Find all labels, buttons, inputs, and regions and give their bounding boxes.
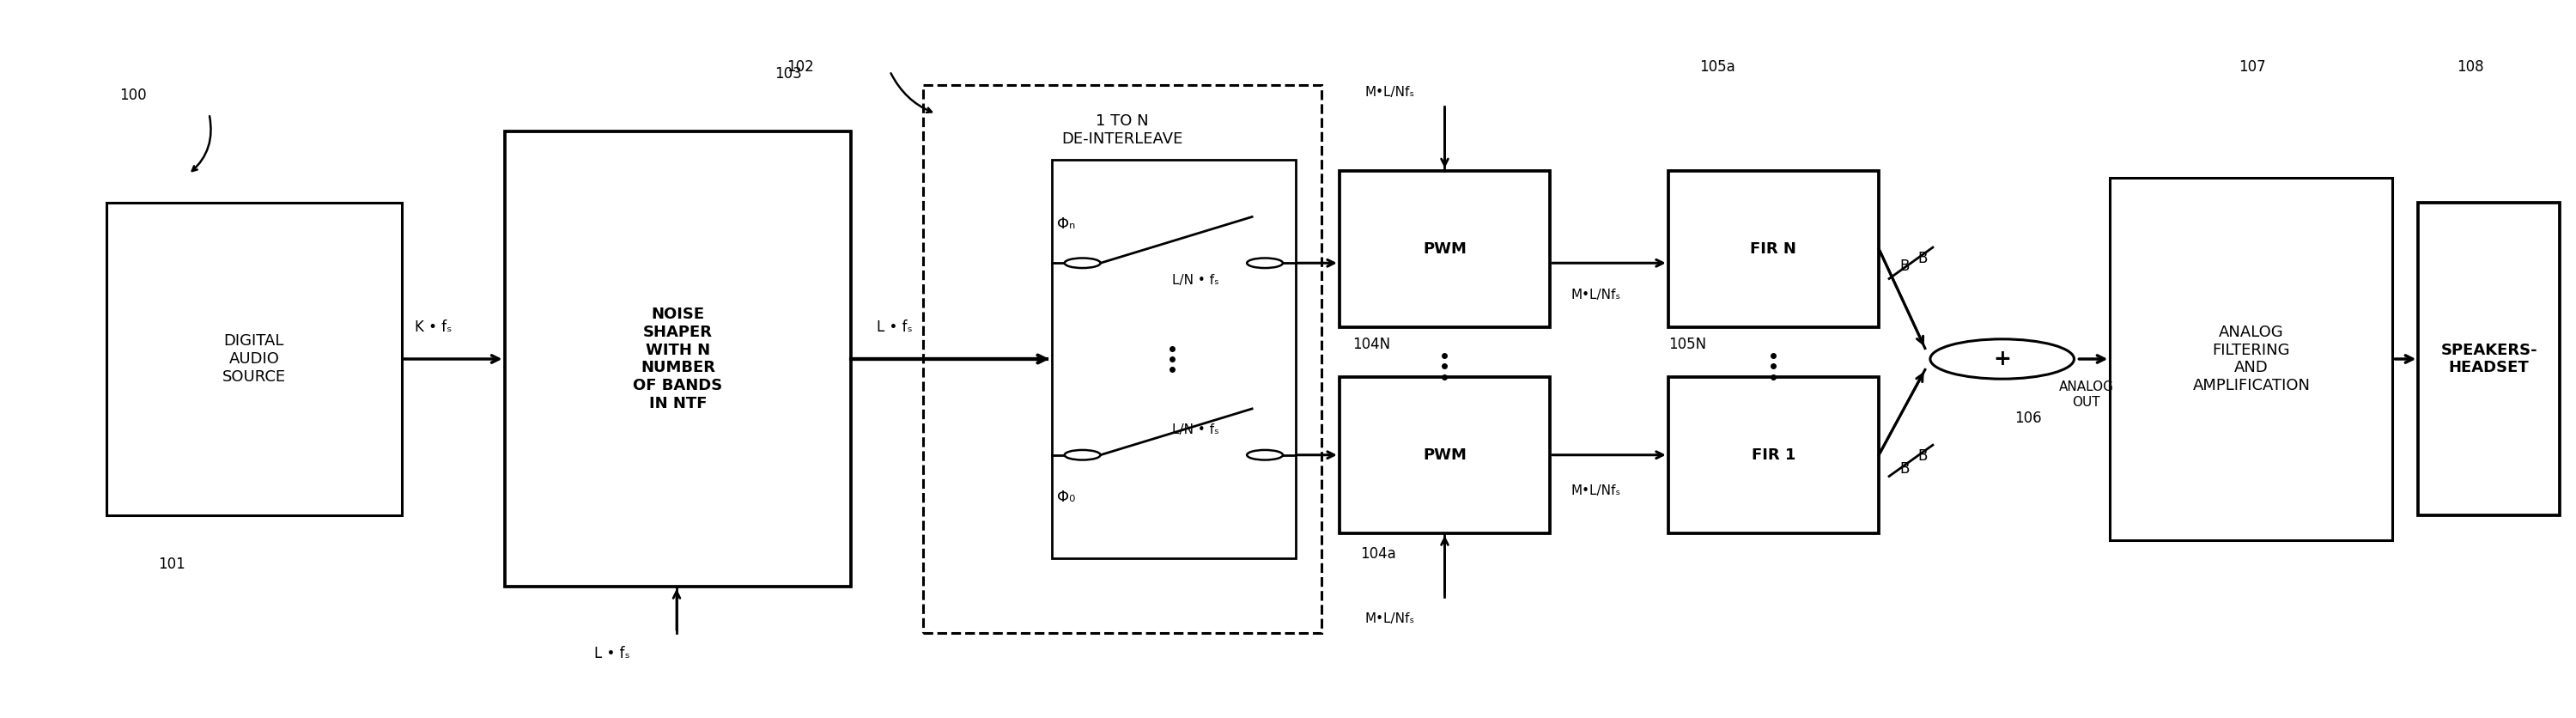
Text: B: B — [1899, 462, 1909, 477]
Text: 103: 103 — [775, 66, 801, 82]
Text: L • fₛ: L • fₛ — [876, 320, 912, 335]
Circle shape — [1247, 450, 1283, 460]
Bar — [922, 85, 1321, 633]
Bar — [2419, 202, 2561, 516]
Bar — [2110, 178, 2393, 540]
Text: 105a: 105a — [1700, 59, 1734, 75]
Bar — [1051, 160, 1296, 558]
Text: FIR N: FIR N — [1749, 241, 1795, 256]
Text: M•L/Nfₛ: M•L/Nfₛ — [1571, 484, 1620, 497]
Circle shape — [1929, 339, 2074, 379]
Text: DIGITAL
AUDIO
SOURCE: DIGITAL AUDIO SOURCE — [222, 333, 286, 385]
Text: L/N • fₛ: L/N • fₛ — [1172, 274, 1218, 287]
Text: B: B — [1917, 251, 1927, 266]
Text: 104a: 104a — [1360, 546, 1396, 561]
Text: SPEAKERS-
HEADSET: SPEAKERS- HEADSET — [2439, 342, 2537, 376]
Text: B: B — [1899, 259, 1909, 274]
Text: M•L/Nfₛ: M•L/Nfₛ — [1365, 612, 1414, 625]
Text: M•L/Nfₛ: M•L/Nfₛ — [1365, 86, 1414, 99]
Bar — [505, 131, 850, 587]
Text: NOISE
SHAPER
WITH N
NUMBER
OF BANDS
IN NTF: NOISE SHAPER WITH N NUMBER OF BANDS IN N… — [634, 307, 724, 411]
Text: K • fₛ: K • fₛ — [415, 320, 451, 335]
Bar — [1669, 171, 1878, 327]
Text: B: B — [1917, 449, 1927, 464]
Text: 100: 100 — [118, 88, 147, 103]
Circle shape — [1247, 258, 1283, 268]
Text: 104N: 104N — [1352, 337, 1391, 352]
Text: 106: 106 — [2014, 411, 2040, 426]
Bar — [106, 202, 402, 516]
Text: 108: 108 — [2458, 59, 2483, 75]
Text: L/N • fₛ: L/N • fₛ — [1172, 424, 1218, 437]
Text: PWM: PWM — [1422, 241, 1466, 256]
Bar — [1340, 171, 1551, 327]
Text: 102: 102 — [788, 59, 814, 75]
Text: ANALOG
FILTERING
AND
AMPLIFICATION: ANALOG FILTERING AND AMPLIFICATION — [2192, 325, 2311, 393]
Text: M•L/Nfₛ: M•L/Nfₛ — [1571, 289, 1620, 302]
Bar — [1669, 377, 1878, 533]
Text: +: + — [1994, 349, 2012, 369]
Bar — [1340, 377, 1551, 533]
Circle shape — [1064, 258, 1100, 268]
Text: FIR 1: FIR 1 — [1752, 447, 1795, 462]
Text: 105N: 105N — [1669, 337, 1705, 352]
Text: 107: 107 — [2239, 59, 2267, 75]
Text: ANALOG
OUT: ANALOG OUT — [2058, 381, 2112, 409]
Circle shape — [1064, 450, 1100, 460]
Text: 1 TO N
DE-INTERLEAVE: 1 TO N DE-INTERLEAVE — [1061, 113, 1182, 147]
Text: L • fₛ: L • fₛ — [595, 646, 631, 662]
Text: PWM: PWM — [1422, 447, 1466, 462]
Text: Φ₀: Φ₀ — [1056, 490, 1074, 505]
Text: 101: 101 — [157, 556, 185, 572]
Text: Φₙ: Φₙ — [1056, 216, 1074, 232]
